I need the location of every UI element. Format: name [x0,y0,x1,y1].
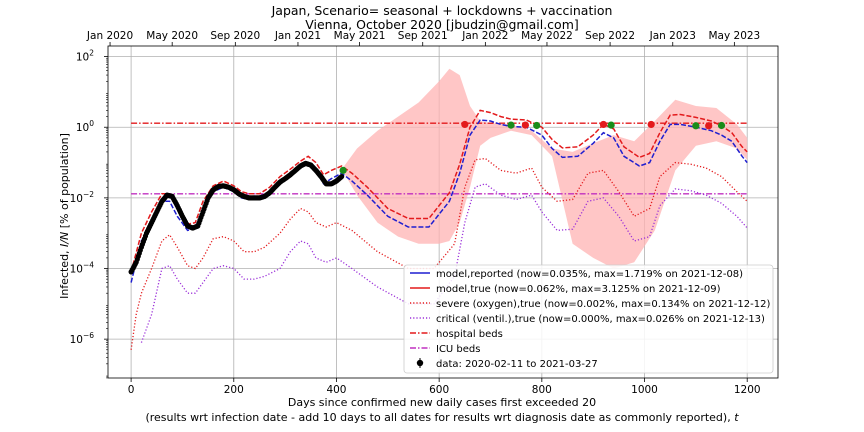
series-severe-line [130,157,748,350]
y-axis-label: Infected, I/N [% of population] [58,133,71,299]
chart-subtitle: Vienna, October 2020 [jbudzin@gmail.com] [305,17,579,32]
top-tick-label: Jan 2020 [86,30,133,42]
x-tick-label: 200 [224,384,244,396]
uncertainty-band [344,68,748,269]
marker-red [647,120,655,129]
marker-green [533,121,541,130]
event-markers [339,120,726,174]
series-true-line [130,109,748,273]
y-tick-label: 100 [76,119,94,134]
marker-red [521,121,530,129]
legend-entry-severe: severe (oxygen),true (now=0.002%, max=0.… [410,299,770,310]
reference-lines [131,122,748,195]
uncertainty-band-layer [344,68,748,269]
x-axis-ticks: 0 200 400 600 800 1000 1200 [128,378,761,396]
marker-red [461,120,469,129]
legend-label-true: model,true (now=0.062%, max=3.125% on 20… [436,284,721,295]
data-points [128,160,345,275]
top-tick-label: Sep 2022 [585,30,635,42]
top-tick-label: Jan 2021 [274,30,321,42]
x-tick-label: 400 [326,384,346,396]
y-tick-label: 10−2 [70,190,95,205]
legend-label-critical: critical (ventil.),true (now=0.000%, max… [436,314,765,325]
x-tick-label: 1000 [631,384,658,396]
y-tick-label: 102 [76,49,94,64]
legend-entry-true: model,true (now=0.062%, max=3.125% on 20… [410,284,721,295]
series-reported-line [130,119,748,283]
legend-entry-icu: ICU beds [410,344,481,355]
legend-box [403,264,774,374]
x-axis-label: Days since confirmed new daily cases fir… [288,396,596,409]
x-tick-label: 0 [128,384,135,396]
legend-label-icu: ICU beds [436,344,481,355]
marker-green [607,121,615,129]
marker-red [599,120,608,129]
legend-swatch-data [416,359,424,367]
chart-title: Japan, Scenario= seasonal + lockdowns + … [271,3,613,18]
y-tick-label: 10−6 [70,331,95,346]
top-date-axis: Jan 2020 May 2020 Sep 2020 Jan 2021 May 2021… [86,30,760,46]
y-axis-ticks: 102 100 10−2 10−4 10−6 [70,49,108,379]
top-tick-label: Jan 2023 [649,30,696,42]
marker-green [507,121,515,129]
legend-label-reported: model,reported (now=0.035%, max=1.719% o… [436,269,743,280]
data-point [339,174,345,180]
legend-label-data: data: 2020-02-11 to 2021-03-27 [436,359,598,370]
top-tick-label: May 2021 [334,30,386,42]
marker-green [692,122,700,130]
marker-red [705,122,713,130]
top-tick-label: May 2022 [521,30,573,42]
x-tick-label: 800 [532,384,552,396]
top-tick-label: Sep 2020 [210,30,260,42]
legend-entry-critical: critical (ventil.),true (now=0.000%, max… [410,314,765,325]
legend: model,reported (now=0.035%, max=1.719% o… [403,264,774,374]
legend-entry-data: data: 2020-02-11 to 2021-03-27 [416,358,598,370]
legend-label-severe: severe (oxygen),true (now=0.002%, max=0.… [436,299,770,310]
top-tick-label: May 2023 [708,30,760,42]
x-tick-label: 600 [429,384,449,396]
top-tick-label: Sep 2021 [398,30,448,42]
legend-entry-hospital: hospital beds [410,329,503,340]
legend-entry-reported: model,reported (now=0.035%, max=1.719% o… [410,269,743,280]
top-tick-label: May 2020 [146,30,198,42]
marker-green [717,121,726,130]
marker-green [339,166,347,174]
top-tick-label: Jan 2022 [461,30,508,42]
y-tick-label: 10−4 [70,261,95,276]
x-tick-label: 1200 [734,384,761,396]
legend-label-hospital: hospital beds [436,329,503,340]
x-axis-label-note: (results wrt infection date - add 10 day… [145,411,739,424]
